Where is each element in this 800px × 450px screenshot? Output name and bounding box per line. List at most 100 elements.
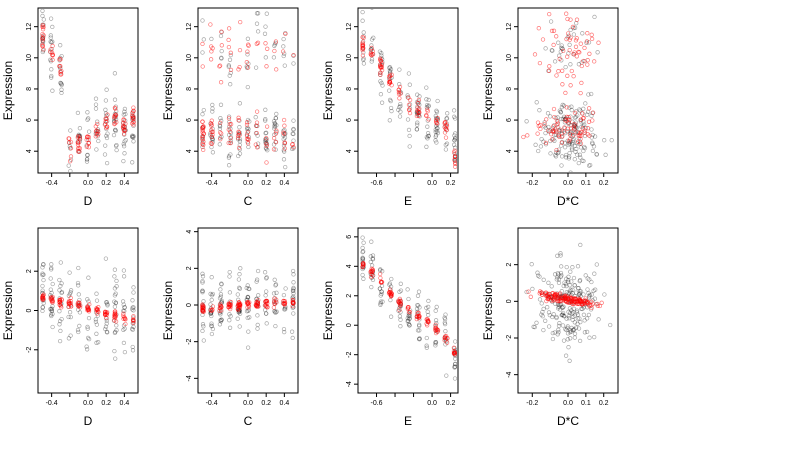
data-point [361,249,366,254]
data-point [542,124,547,129]
data-point [571,328,576,333]
fitted-point [585,132,590,137]
fitted-point [545,296,550,302]
data-point [426,103,431,108]
data-point [40,288,45,293]
data-point [245,117,251,123]
data-point [104,329,110,334]
data-point [569,107,574,113]
fitted-point [219,308,224,313]
data-point [123,111,128,117]
data-point [264,289,269,294]
data-point [40,304,45,310]
fitted-point [264,160,269,165]
data-point [104,160,110,166]
data-point [590,148,596,154]
data-point [405,319,410,324]
fitted-point [105,310,110,315]
fitted-point [290,142,295,147]
data-point [272,42,278,47]
panel-6: -0.4 0.0 0.2 0.4 -4 -2 0 2 4 C Expression [161,227,299,428]
data-point [378,301,383,306]
data-point [567,154,572,159]
fitted-point [123,317,128,322]
data-point [291,285,296,291]
fitted-point [552,293,558,298]
data-point [121,141,126,147]
fitted-point [567,300,573,305]
data-point [565,325,570,331]
data-point [113,127,118,133]
data-point [227,57,233,62]
data-point [57,288,62,293]
fitted-point [121,117,126,122]
data-point [122,305,127,310]
fitted-point [584,300,589,305]
fitted-point [104,124,110,130]
x-tick-label: 0.1 [581,180,591,187]
fitted-point [226,116,232,121]
fitted-point [112,113,117,119]
data-point [130,134,135,140]
fitted-point [84,305,90,310]
fitted-point [219,43,224,48]
data-point [596,317,601,322]
data-point [282,329,287,335]
data-point [570,140,575,145]
fitted-point [209,123,214,128]
data-point [566,309,571,315]
data-point [114,328,119,333]
data-point [57,309,62,314]
data-point [263,145,269,151]
fitted-point [50,43,55,49]
data-point [263,55,268,60]
data-point [553,154,559,159]
fitted-point [228,129,233,134]
data-point [237,142,242,148]
data-point [247,315,252,320]
data-point [121,144,127,149]
fitted-point [201,147,206,153]
data-point [397,82,402,87]
data-point [122,151,127,156]
fitted-point [68,295,73,301]
fitted-point [578,90,583,96]
data-point [209,331,215,337]
data-point [572,115,578,120]
data-point [406,296,411,302]
data-point [291,280,296,285]
data-point [50,24,55,30]
fitted-point [451,150,457,155]
fitted-point [451,345,457,350]
data-point [573,290,579,295]
data-point [247,286,252,292]
x-tick-label: 0.2 [101,400,111,407]
data-point [433,343,438,348]
data-point [94,291,99,296]
data-point [130,134,135,139]
data-point [580,31,585,36]
data-point [217,123,222,128]
data-point [200,328,205,334]
fitted-point [587,51,592,56]
data-point [112,330,118,335]
fitted-point [86,145,91,150]
data-point [426,304,431,310]
data-point [533,142,538,147]
data-point [360,256,366,261]
data-point [361,30,366,35]
data-point [228,70,233,76]
data-point [416,303,421,308]
data-point [582,330,588,335]
fitted-point [525,133,530,138]
fitted-point [228,135,233,141]
fitted-point [425,107,430,112]
data-point [281,44,286,49]
fitted-point [414,113,420,119]
data-point [219,282,224,287]
data-point [568,27,573,33]
data-point [112,71,118,76]
data-point [572,282,577,288]
fitted-point [273,131,279,136]
data-point [209,323,214,328]
